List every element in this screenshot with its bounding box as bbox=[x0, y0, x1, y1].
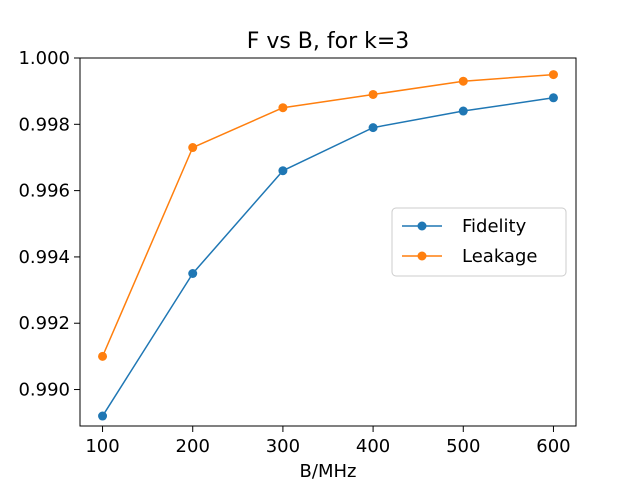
data-point-leakage bbox=[548, 70, 558, 80]
y-axis: 0.990 0.992 0.994 0.996 0.998 1.000 bbox=[18, 48, 80, 401]
chart-title: F vs B, for k=3 bbox=[247, 29, 410, 54]
data-point-leakage bbox=[98, 351, 108, 361]
data-point-fidelity bbox=[98, 411, 108, 421]
series-layer bbox=[98, 70, 558, 421]
data-point-fidelity bbox=[458, 106, 468, 116]
y-tick-label: 0.992 bbox=[18, 313, 70, 334]
legend-marker-fidelity bbox=[417, 221, 427, 231]
data-point-fidelity bbox=[188, 268, 198, 278]
data-point-leakage bbox=[368, 89, 378, 99]
legend-items: Fidelity Leakage bbox=[402, 216, 537, 267]
data-point-fidelity bbox=[368, 123, 378, 133]
x-tick-label: 600 bbox=[536, 436, 570, 457]
series-leakage bbox=[98, 70, 558, 361]
x-tick-label: 400 bbox=[356, 436, 390, 457]
series-line-leakage bbox=[101, 73, 554, 357]
legend-marker-leakage bbox=[417, 251, 427, 261]
data-point-fidelity bbox=[278, 166, 288, 176]
legend-box bbox=[391, 207, 567, 277]
data-point-leakage bbox=[458, 76, 468, 86]
data-point-leakage bbox=[278, 103, 288, 113]
x-tick-label: 200 bbox=[176, 436, 210, 457]
x-tick-label: 500 bbox=[446, 436, 480, 457]
data-point-leakage bbox=[188, 143, 198, 153]
legend-label-fidelity: Fidelity bbox=[462, 216, 527, 237]
series-line-fidelity bbox=[101, 97, 554, 417]
x-tick-label: 100 bbox=[85, 436, 119, 457]
y-tick-label: 1.000 bbox=[18, 48, 70, 69]
x-axis: 100 200 300 400 500 600 bbox=[85, 426, 571, 457]
plot-area-frame bbox=[79, 57, 577, 427]
y-tick-label: 0.998 bbox=[18, 114, 70, 135]
y-tick-label: 0.994 bbox=[18, 247, 70, 268]
legend: Fidelity Leakage bbox=[391, 207, 567, 277]
y-tick-label: 0.990 bbox=[18, 380, 70, 401]
x-tick-label: 300 bbox=[266, 436, 300, 457]
y-tick-label: 0.996 bbox=[18, 181, 70, 202]
series-fidelity bbox=[98, 93, 558, 421]
legend-label-leakage: Leakage bbox=[462, 246, 537, 267]
x-axis-label: B/MHz bbox=[300, 461, 357, 480]
data-point-fidelity bbox=[548, 93, 558, 103]
